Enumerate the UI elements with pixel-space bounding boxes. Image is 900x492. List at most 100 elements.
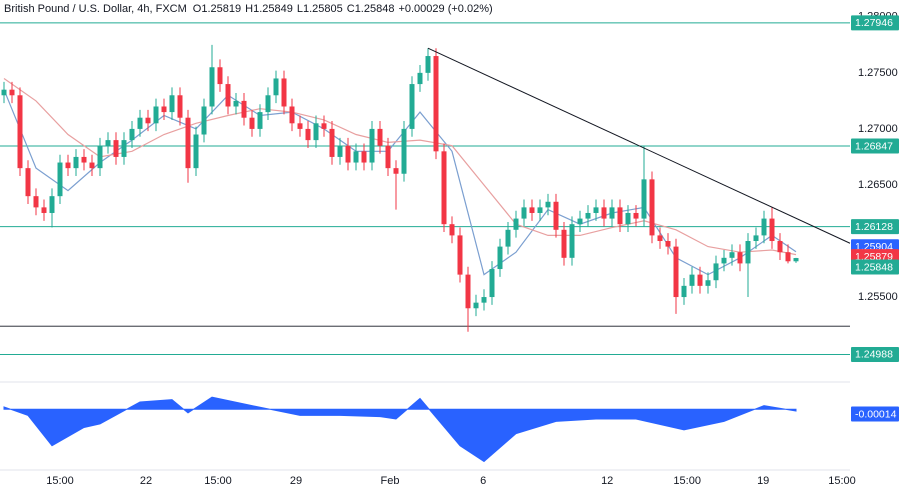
level-badge: 1.26847 [855, 140, 893, 152]
symbol-title: British Pound / U.S. Dollar, 4h, FXCM [4, 3, 187, 15]
candle-body [633, 212, 639, 219]
candle-body [673, 246, 679, 298]
candle-body [9, 89, 15, 96]
candle-body [217, 67, 223, 85]
candle-body [521, 207, 527, 219]
candle-body [585, 212, 591, 219]
candle-body [713, 263, 719, 281]
candle-body [729, 252, 735, 258]
candle-body [33, 196, 39, 208]
candle-body [345, 145, 351, 163]
candle-body [97, 145, 103, 169]
candle-body [369, 128, 375, 163]
candle-body [265, 95, 271, 113]
candle-body [441, 151, 447, 225]
candle-body [705, 280, 711, 286]
candle-body [777, 241, 783, 253]
candle-body [529, 207, 535, 213]
candle-body [161, 106, 167, 113]
change: +0.00029 (+0.02%) [398, 3, 492, 15]
ohlc-value: 1.25849 [253, 3, 293, 15]
x-tick-label: 6 [480, 475, 486, 487]
candle-body [153, 106, 159, 124]
y-tick-label: 1.25500 [858, 291, 898, 303]
candle-body [65, 162, 71, 169]
candle-body [593, 207, 599, 213]
x-tick-label: Feb [381, 475, 400, 487]
candle-body [105, 140, 111, 146]
x-tick-label: 22 [140, 475, 152, 487]
candle-body [569, 224, 575, 258]
y-tick-label: 1.27500 [858, 67, 898, 79]
x-tick-label: 15:00 [204, 475, 232, 487]
candle-body [497, 246, 503, 270]
candle-body [785, 252, 791, 262]
candle-body [401, 128, 407, 174]
candle-body [425, 56, 431, 73]
candle-body [769, 218, 775, 242]
candle-body [57, 162, 63, 197]
candle-body [793, 258, 799, 262]
candle-body [745, 241, 751, 264]
ohlc-key: C [347, 3, 355, 15]
candle-body [241, 100, 247, 118]
candle-body [233, 100, 239, 107]
candle-body [313, 123, 319, 141]
candle-body [41, 207, 47, 213]
candle-body [177, 95, 183, 118]
x-tick-label: 15:00 [673, 475, 701, 487]
ohlc-value: 1.25848 [355, 3, 395, 15]
candle-body [137, 117, 143, 129]
candle-body [617, 207, 623, 225]
candle-body [513, 218, 519, 230]
candle-body [449, 224, 455, 236]
trendline [427, 47, 851, 244]
candle-body [17, 95, 23, 169]
candle-body [505, 229, 511, 247]
candle-body [489, 269, 495, 298]
candle-body [417, 72, 423, 85]
candle-body [409, 84, 415, 129]
x-tick-label: 15:00 [828, 475, 856, 487]
candle-body [361, 151, 367, 163]
candle-body [193, 134, 199, 169]
candle-body [305, 128, 311, 141]
oscillator-badge: -0.00014 [855, 408, 897, 420]
candle-body [657, 235, 663, 242]
candle-body [185, 117, 191, 169]
candle-body [113, 140, 119, 157]
candle-body [481, 297, 487, 303]
candle-body [297, 123, 303, 129]
candle-body [393, 168, 399, 174]
x-tick-label: 15:00 [46, 475, 74, 487]
candle-body [225, 84, 231, 107]
candle-body [89, 162, 95, 169]
candle-body [385, 145, 391, 169]
candle-body [545, 201, 551, 208]
candle-body [465, 274, 471, 309]
ohlc-value: 1.25819 [201, 3, 241, 15]
ohlc-key: H [245, 3, 253, 15]
level-badge: 1.27946 [855, 17, 893, 29]
candle-body [433, 56, 439, 152]
candle-body [1, 89, 7, 96]
candle-body [257, 112, 263, 129]
candle-body [609, 207, 615, 219]
candle-body [273, 78, 279, 96]
candle-body [289, 106, 295, 124]
ohlc-key: L [297, 3, 303, 15]
x-tick-label: 12 [601, 475, 613, 487]
candle-body [689, 274, 695, 286]
candle-body [625, 212, 631, 225]
level-badge: 1.24988 [855, 349, 893, 361]
candle-body [665, 241, 671, 247]
candle-body [681, 285, 687, 298]
candle-body [281, 78, 287, 107]
candle-body [25, 168, 31, 197]
ohlc-key: O [193, 3, 202, 15]
level-badge-bg [851, 219, 899, 235]
candle-body [721, 257, 727, 264]
candle-body [145, 117, 151, 124]
ohlc-value: 1.25805 [303, 3, 343, 15]
y-tick-label: 1.26500 [858, 179, 898, 191]
